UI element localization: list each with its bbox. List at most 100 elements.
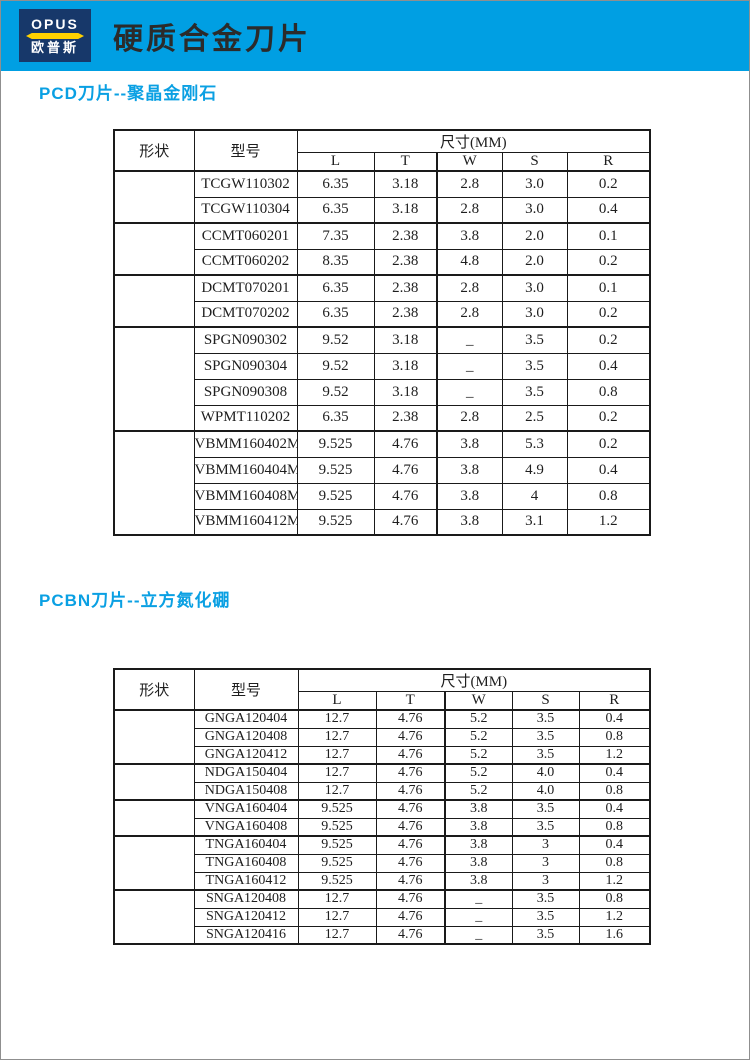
dim-cell-w: 3.8 [436,508,503,536]
table-row: GNGA120412 12.7 4.76 5.2 3.5 1.2 [114,745,651,765]
model-cell: VNGA160408 [193,817,299,837]
dim-cell-r: 1.2 [578,871,651,891]
table-row: VBMM160412M 9.525 4.76 3.8 3.1 1.2 [114,508,651,536]
dim-cell-s: 3.5 [501,352,568,380]
shape-cell [113,326,195,432]
model-cell: DCMT070201 [193,274,298,302]
model-cell: VBMM160412M [193,508,298,536]
section-pcd: PCD刀片--聚晶金刚石 形状 型号 尺寸(MM) L T W S R TCGW110302 6.… [1,84,749,536]
dim-cell-l: 9.525 [297,871,377,891]
dim-cell-w: 3.8 [436,456,503,484]
dim-cell-w: _ [444,889,513,909]
dim-cell-w: 5.2 [444,727,513,747]
col-header-shape: 形状 [113,129,195,172]
shape-cell [113,222,195,276]
shape-cell [113,170,195,224]
table-row: NDGA150408 12.7 4.76 5.2 4.0 0.8 [114,781,651,801]
dim-cell-t: 3.18 [373,196,438,224]
dim-cell-s: 5.3 [501,430,568,458]
model-cell: SPGN090308 [193,378,298,406]
dim-cell-r: 0.8 [578,853,651,873]
dim-cell-t: 4.76 [373,508,438,536]
dim-cell-r: 0.2 [566,248,651,276]
dim-cell-r: 0.8 [578,817,651,837]
col-header-shape: 形状 [113,668,195,711]
dim-cell-s: 3.5 [511,907,580,927]
dim-cell-r: 0.4 [578,835,651,855]
dim-cell-l: 9.525 [296,508,375,536]
dim-cell-s: 3.5 [511,799,580,819]
dim-cell-r: 0.4 [578,709,651,729]
col-header-size: 尺寸(MM) [296,129,651,153]
model-cell: SNGA120412 [193,907,299,927]
model-cell: VBMM160404M [193,456,298,484]
dim-cell-t: 4.76 [375,925,446,945]
dim-cell-r: 0.4 [578,799,651,819]
col-header-w: W [436,152,503,172]
dim-cell-r: 0.4 [566,456,651,484]
dim-cell-w: 2.8 [436,170,503,198]
dim-cell-s: 3.0 [501,274,568,302]
pcbn-table: 形状 型号 尺寸(MM) L T W S R GNGA120404 12.7 4.76 5.2 3.5 0… [113,668,652,945]
dim-cell-t: 4.76 [375,781,446,801]
dim-cell-w: 3.8 [436,482,503,510]
dim-cell-t: 4.76 [375,907,446,927]
dim-cell-w: 4.8 [436,248,503,276]
brand-logo: OPUS 欧普斯 [19,9,91,62]
table-row: SNGA120412 12.7 4.76 _ 3.5 1.2 [114,907,651,927]
model-cell: GNGA120408 [193,727,299,747]
col-header-t: T [375,691,446,711]
dim-cell-s: 2.0 [501,222,568,250]
col-header-t: T [373,152,438,172]
dim-cell-w: _ [436,378,503,406]
model-cell: CCMT060202 [193,248,298,276]
table-row: GNGA120408 12.7 4.76 5.2 3.5 0.8 [114,727,651,747]
shape-cell [113,430,195,536]
dim-cell-r: 0.2 [566,430,651,458]
model-cell: SNGA120416 [193,925,299,945]
pcd-table: 形状 型号 尺寸(MM) L T W S R TCGW110302 6.35 3.18 2.8 3.0 0… [113,129,652,536]
dim-cell-l: 12.7 [297,745,377,765]
dim-cell-t: 4.76 [375,835,446,855]
shape-cell [113,709,195,765]
model-cell: SPGN090304 [193,352,298,380]
dim-cell-l: 6.35 [296,300,375,328]
dim-cell-t: 4.76 [375,871,446,891]
section-pcbn: PCBN刀片--立方氮化硼 形状 型号 尺寸(MM) L T W S R GNGA120404 1… [1,591,749,945]
page-title: 硬质合金刀片 [113,23,311,56]
dim-cell-t: 2.38 [373,222,438,250]
col-header-model: 型号 [193,668,299,711]
model-cell: TCGW110302 [193,170,298,198]
dim-cell-s: 3.5 [511,889,580,909]
model-cell: TNGA160408 [193,853,299,873]
model-cell: VBMM160402M [193,430,298,458]
dim-cell-l: 6.35 [296,196,375,224]
model-cell: SPGN090302 [193,326,298,354]
dim-cell-s: 3.5 [511,709,580,729]
dim-cell-r: 0.4 [566,352,651,380]
col-header-r: R [578,691,651,711]
dim-cell-w: 5.2 [444,781,513,801]
dim-cell-s: 3.0 [501,170,568,198]
section-title-pcbn: PCBN刀片--立方氮化硼 [39,591,231,610]
dim-cell-l: 12.7 [297,907,377,927]
table-row: VBMM160408M 9.525 4.76 3.8 4 0.8 [114,482,651,510]
dim-cell-w: 3.8 [444,853,513,873]
dim-cell-l: 9.525 [296,456,375,484]
dim-cell-t: 2.38 [373,404,438,432]
dim-cell-t: 4.76 [375,727,446,747]
table-row: SPGN090308 9.52 3.18 _ 3.5 0.8 [114,378,651,406]
dim-cell-r: 1.6 [578,925,651,945]
dim-cell-t: 4.76 [375,799,446,819]
dim-cell-s: 3.5 [511,817,580,837]
model-cell: NDGA150408 [193,781,299,801]
table-row: NDGA150404 12.7 4.76 5.2 4.0 0.4 [113,763,651,801]
table-row: CCMT060202 8.35 2.38 4.8 2.0 0.2 [114,248,651,276]
dim-cell-t: 4.76 [375,853,446,873]
dim-cell-l: 8.35 [296,248,375,276]
dim-cell-l: 6.35 [296,170,375,198]
dim-cell-r: 0.8 [566,482,651,510]
dim-cell-s: 3.5 [511,727,580,747]
model-cell: CCMT060201 [193,222,298,250]
dim-cell-w: 2.8 [436,196,503,224]
